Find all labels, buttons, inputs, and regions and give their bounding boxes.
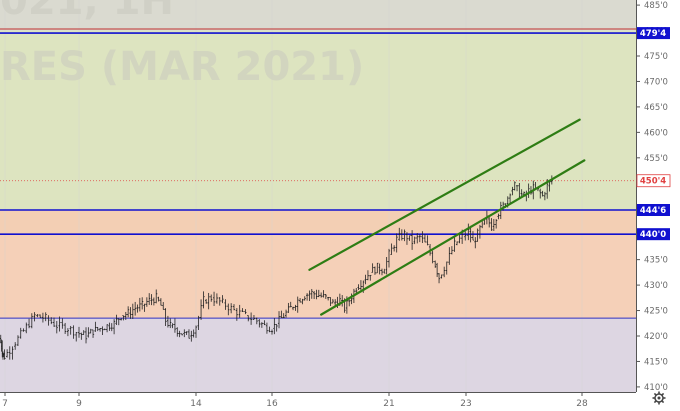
x-tick-23: 23 xyxy=(460,399,471,409)
price-zones xyxy=(0,0,636,392)
level-tag-bg-0 xyxy=(637,27,670,40)
y-tick-410'0: 410'0 xyxy=(644,383,668,393)
x-tick-16: 16 xyxy=(266,399,278,409)
time-axis-bg xyxy=(0,392,636,411)
chart-watermark-contract: RES (MAR 2021) xyxy=(0,44,364,90)
trend-channel xyxy=(308,118,586,316)
time-axis[interactable]: 7 9 14 16 21 23 28 xyxy=(0,392,636,411)
level-tag-2: 440'0 xyxy=(640,230,666,240)
y-tick-425'0: 425'0 xyxy=(644,307,668,317)
y-tick-475'0: 475'0 xyxy=(644,52,668,62)
channel-line-1 xyxy=(320,159,586,316)
x-tick-7: 7 xyxy=(2,399,8,409)
zone-2 xyxy=(0,234,636,319)
x-tick-21: 21 xyxy=(383,399,394,409)
level-tag-bg-1 xyxy=(637,204,670,216)
zone-4 xyxy=(0,0,636,31)
zone-3 xyxy=(0,318,636,392)
level-lines xyxy=(0,28,636,319)
level-tag-0: 479'4 xyxy=(640,29,666,39)
x-tick-14: 14 xyxy=(190,399,202,409)
zone-0 xyxy=(0,30,636,210)
last-price-tag-bg xyxy=(636,174,671,188)
y-tick-470'0: 470'0 xyxy=(644,77,668,87)
y-tick-455'0: 455'0 xyxy=(644,154,668,164)
y-tick-415'0: 415'0 xyxy=(644,357,668,367)
price-axis[interactable]: 485'0480'0475'0470'0465'0460'0455'0450'0… xyxy=(636,0,680,411)
y-tick-460'0: 460'0 xyxy=(644,128,668,138)
chart-watermark-title: 021, 1H xyxy=(0,0,174,24)
y-tick-465'0: 465'0 xyxy=(644,103,668,113)
level-tag-1: 444'6 xyxy=(640,206,666,216)
y-tick-420'0: 420'0 xyxy=(644,332,668,342)
grid-lines xyxy=(4,0,583,392)
y-tick-485'0: 485'0 xyxy=(644,1,668,11)
channel-line-0 xyxy=(308,118,581,271)
y-tick-430'0: 430'0 xyxy=(644,281,668,291)
zone-1 xyxy=(0,210,636,235)
gear-icon[interactable] xyxy=(652,391,666,405)
x-tick-28: 28 xyxy=(576,399,588,409)
level-tag-bg-2 xyxy=(637,228,670,241)
x-tick-9: 9 xyxy=(76,399,82,409)
y-tick-435'0: 435'0 xyxy=(644,256,668,266)
last-price-tag: 450'4 xyxy=(640,177,666,187)
